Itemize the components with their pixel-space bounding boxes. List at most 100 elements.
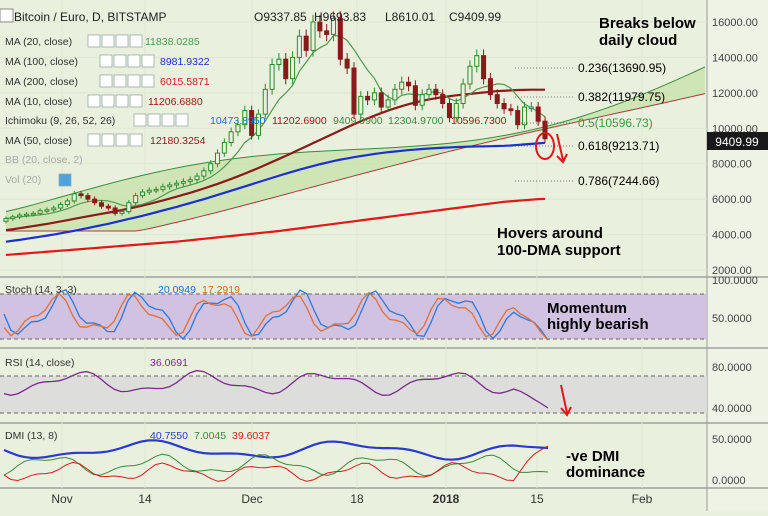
close-icon[interactable] <box>141 74 155 88</box>
legend-ichimoku-value: 10473.8950 <box>210 115 266 127</box>
stoch-legend: Stoch (14, 3, 3) 20.0949 17.2919 <box>5 284 240 296</box>
legend-ma20-label[interactable]: MA (20, close) <box>5 36 72 48</box>
candle-body <box>10 216 16 220</box>
legend-ma100-label[interactable]: MA (100, close) <box>5 56 78 68</box>
annotation-hovers-line2: 100-DMA support <box>497 242 621 259</box>
dmi-tick-0: 0.0000 <box>712 475 746 487</box>
candle-body <box>153 188 159 192</box>
eye-icon[interactable] <box>87 34 101 48</box>
candle-body <box>351 67 357 115</box>
down-arrow-icon <box>560 384 572 417</box>
last-price-value: 9409.99 <box>715 135 759 149</box>
annotation-momentum-line2: highly bearish <box>547 316 649 333</box>
legend-vol-label[interactable]: Vol (20) <box>5 174 41 186</box>
candle-body <box>433 88 439 96</box>
stoch-k-line <box>3 289 549 341</box>
legend-ma50-value: 12180.3254 <box>150 135 206 147</box>
close-icon[interactable] <box>175 113 189 127</box>
fib-level-label: 0.5(10596.73) <box>578 116 653 130</box>
candle-body <box>365 95 371 101</box>
dmi-adx-line <box>3 439 549 461</box>
candle-body <box>3 218 9 222</box>
last-price-badge: 9409.99 <box>707 132 768 150</box>
candle-body <box>494 94 500 104</box>
dmi-value2: 7.0045 <box>194 430 226 442</box>
gear-icon[interactable] <box>113 74 127 88</box>
close-icon[interactable] <box>129 34 143 48</box>
time-tick-label: 15 <box>530 492 544 506</box>
candle-body <box>412 85 418 106</box>
candle-body <box>174 182 180 186</box>
close-icon[interactable] <box>129 133 143 147</box>
candle-body <box>453 102 459 119</box>
add-icon[interactable] <box>127 74 141 88</box>
menu-icon[interactable] <box>58 173 72 187</box>
annotation-breaks-line2: daily cloud <box>599 32 677 49</box>
eye-icon[interactable] <box>99 54 113 68</box>
add-icon[interactable] <box>161 113 175 127</box>
legend-ma200-label[interactable]: MA (200, close) <box>5 76 78 88</box>
add-icon[interactable] <box>115 34 129 48</box>
dmi-tick-50: 50.0000 <box>712 434 752 446</box>
eye-icon[interactable] <box>99 74 113 88</box>
series-line <box>5 141 546 243</box>
add-icon[interactable] <box>115 133 129 147</box>
eye-icon[interactable] <box>87 133 101 147</box>
close-icon[interactable] <box>141 54 155 68</box>
gear-icon[interactable] <box>101 34 115 48</box>
candle-body <box>324 30 330 35</box>
stoch-label[interactable]: Stoch (14, 3, 3) <box>5 284 77 296</box>
annotation-breaks: Breaks below daily cloud <box>599 15 696 49</box>
series-line <box>5 197 546 257</box>
candle-body <box>508 108 514 112</box>
candle-body <box>399 81 405 90</box>
annotation-dmi-line2: dominance <box>566 464 645 481</box>
legend-ichimoku-value3: 9409.9900 <box>333 115 383 127</box>
gear-icon[interactable] <box>101 94 115 108</box>
legend-ichimoku-label[interactable]: Ichimoku (9, 26, 52, 26) <box>5 115 115 127</box>
dmi-minus-line <box>3 445 549 482</box>
add-icon[interactable] <box>127 54 141 68</box>
price-tick-label: 16000.00 <box>712 17 758 29</box>
close-icon[interactable] <box>129 94 143 108</box>
eye-icon[interactable] <box>133 113 147 127</box>
ichimoku-span-a <box>5 66 706 213</box>
add-icon[interactable] <box>115 94 129 108</box>
candle-body <box>303 35 309 51</box>
collapse-legend-icon[interactable] <box>0 8 14 23</box>
price-axis[interactable] <box>707 0 768 511</box>
eye-icon[interactable] <box>87 94 101 108</box>
candle-body <box>276 58 282 66</box>
candle-body <box>58 203 64 209</box>
candle-body <box>262 88 268 115</box>
dmi-label[interactable]: DMI (13, 8) <box>5 430 58 442</box>
annotation-dmi-line1: -ve DMI <box>566 448 619 465</box>
legend-ma10-label[interactable]: MA (10, close) <box>5 96 72 108</box>
rsi-tick-80: 80.0000 <box>712 362 752 374</box>
gear-icon[interactable] <box>101 133 115 147</box>
candle-body <box>255 113 261 136</box>
annotation-breaks-line1: Breaks below <box>599 15 696 32</box>
candle-body <box>78 193 84 197</box>
candle-body <box>208 163 214 172</box>
legend-ma50-label[interactable]: MA (50, close) <box>5 135 72 147</box>
candle-body <box>460 83 466 104</box>
annotation-momentum-line1: Momentum <box>547 300 627 317</box>
candle-body <box>201 170 207 177</box>
legend-bb-label[interactable]: BB (20, close, 2) <box>5 154 83 166</box>
candle-body <box>30 212 36 216</box>
candle-body <box>112 207 118 214</box>
dmi-value3: 39.6037 <box>232 430 270 442</box>
rsi-band <box>0 376 707 413</box>
candle-body <box>426 88 432 96</box>
candle-body <box>23 213 29 217</box>
gear-icon[interactable] <box>113 54 127 68</box>
rsi-label[interactable]: RSI (14, close) <box>5 357 74 369</box>
fib-level-label: 0.382(11979.75) <box>578 90 665 104</box>
gear-icon[interactable] <box>147 113 161 127</box>
candle-body <box>378 92 384 108</box>
annotation-hovers-line1: Hovers around <box>497 225 603 242</box>
candle-body <box>522 106 528 126</box>
